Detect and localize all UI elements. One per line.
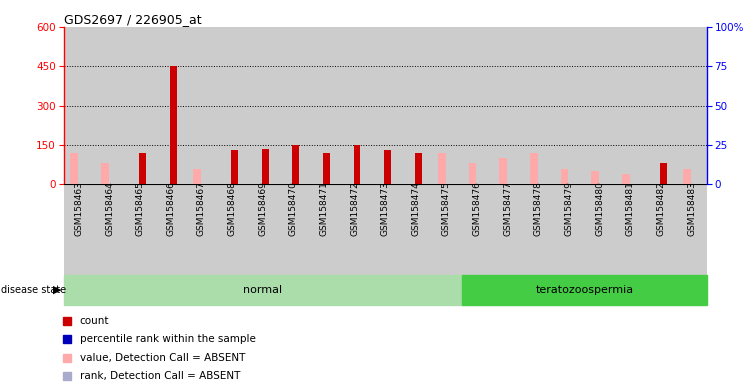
Text: disease state: disease state — [1, 285, 67, 295]
Bar — [64, 27, 94, 184]
Bar — [431, 27, 462, 184]
Bar — [231, 150, 238, 184]
Bar — [615, 27, 646, 184]
Bar — [646, 27, 676, 184]
Bar — [94, 27, 125, 184]
Text: normal: normal — [243, 285, 282, 295]
Bar — [683, 169, 690, 184]
Bar — [530, 153, 538, 184]
Bar — [170, 66, 177, 184]
Text: rank, Detection Call = ABSENT: rank, Detection Call = ABSENT — [79, 371, 240, 381]
Bar — [139, 153, 146, 184]
Bar — [278, 27, 309, 184]
Text: count: count — [79, 316, 109, 326]
Bar — [560, 169, 568, 184]
Bar — [248, 27, 278, 184]
Bar — [523, 27, 554, 184]
Bar — [101, 163, 108, 184]
Bar — [462, 27, 492, 184]
Bar — [500, 158, 507, 184]
Bar — [186, 27, 217, 184]
Bar — [384, 150, 391, 184]
Bar — [622, 174, 630, 184]
Bar — [262, 149, 269, 184]
Bar — [462, 275, 707, 305]
Bar — [64, 275, 462, 305]
Bar — [438, 153, 446, 184]
Bar — [217, 27, 248, 184]
Bar — [309, 27, 340, 184]
Text: value, Detection Call = ABSENT: value, Detection Call = ABSENT — [79, 353, 245, 363]
Text: ▶: ▶ — [53, 285, 61, 295]
Text: percentile rank within the sample: percentile rank within the sample — [79, 334, 256, 344]
Text: teratozoospermia: teratozoospermia — [536, 285, 634, 295]
Bar — [193, 169, 200, 184]
Bar — [660, 163, 666, 184]
Bar — [676, 27, 707, 184]
Bar — [554, 27, 584, 184]
Bar — [415, 153, 422, 184]
Text: GDS2697 / 226905_at: GDS2697 / 226905_at — [64, 13, 201, 26]
Bar — [70, 153, 78, 184]
Bar — [584, 27, 615, 184]
Bar — [292, 145, 299, 184]
Bar — [492, 27, 523, 184]
Bar — [370, 27, 400, 184]
Bar — [340, 27, 370, 184]
Bar — [156, 27, 186, 184]
Bar — [354, 145, 361, 184]
Bar — [125, 27, 156, 184]
Bar — [591, 171, 599, 184]
Bar — [400, 27, 431, 184]
Bar — [469, 163, 476, 184]
Bar — [323, 153, 330, 184]
